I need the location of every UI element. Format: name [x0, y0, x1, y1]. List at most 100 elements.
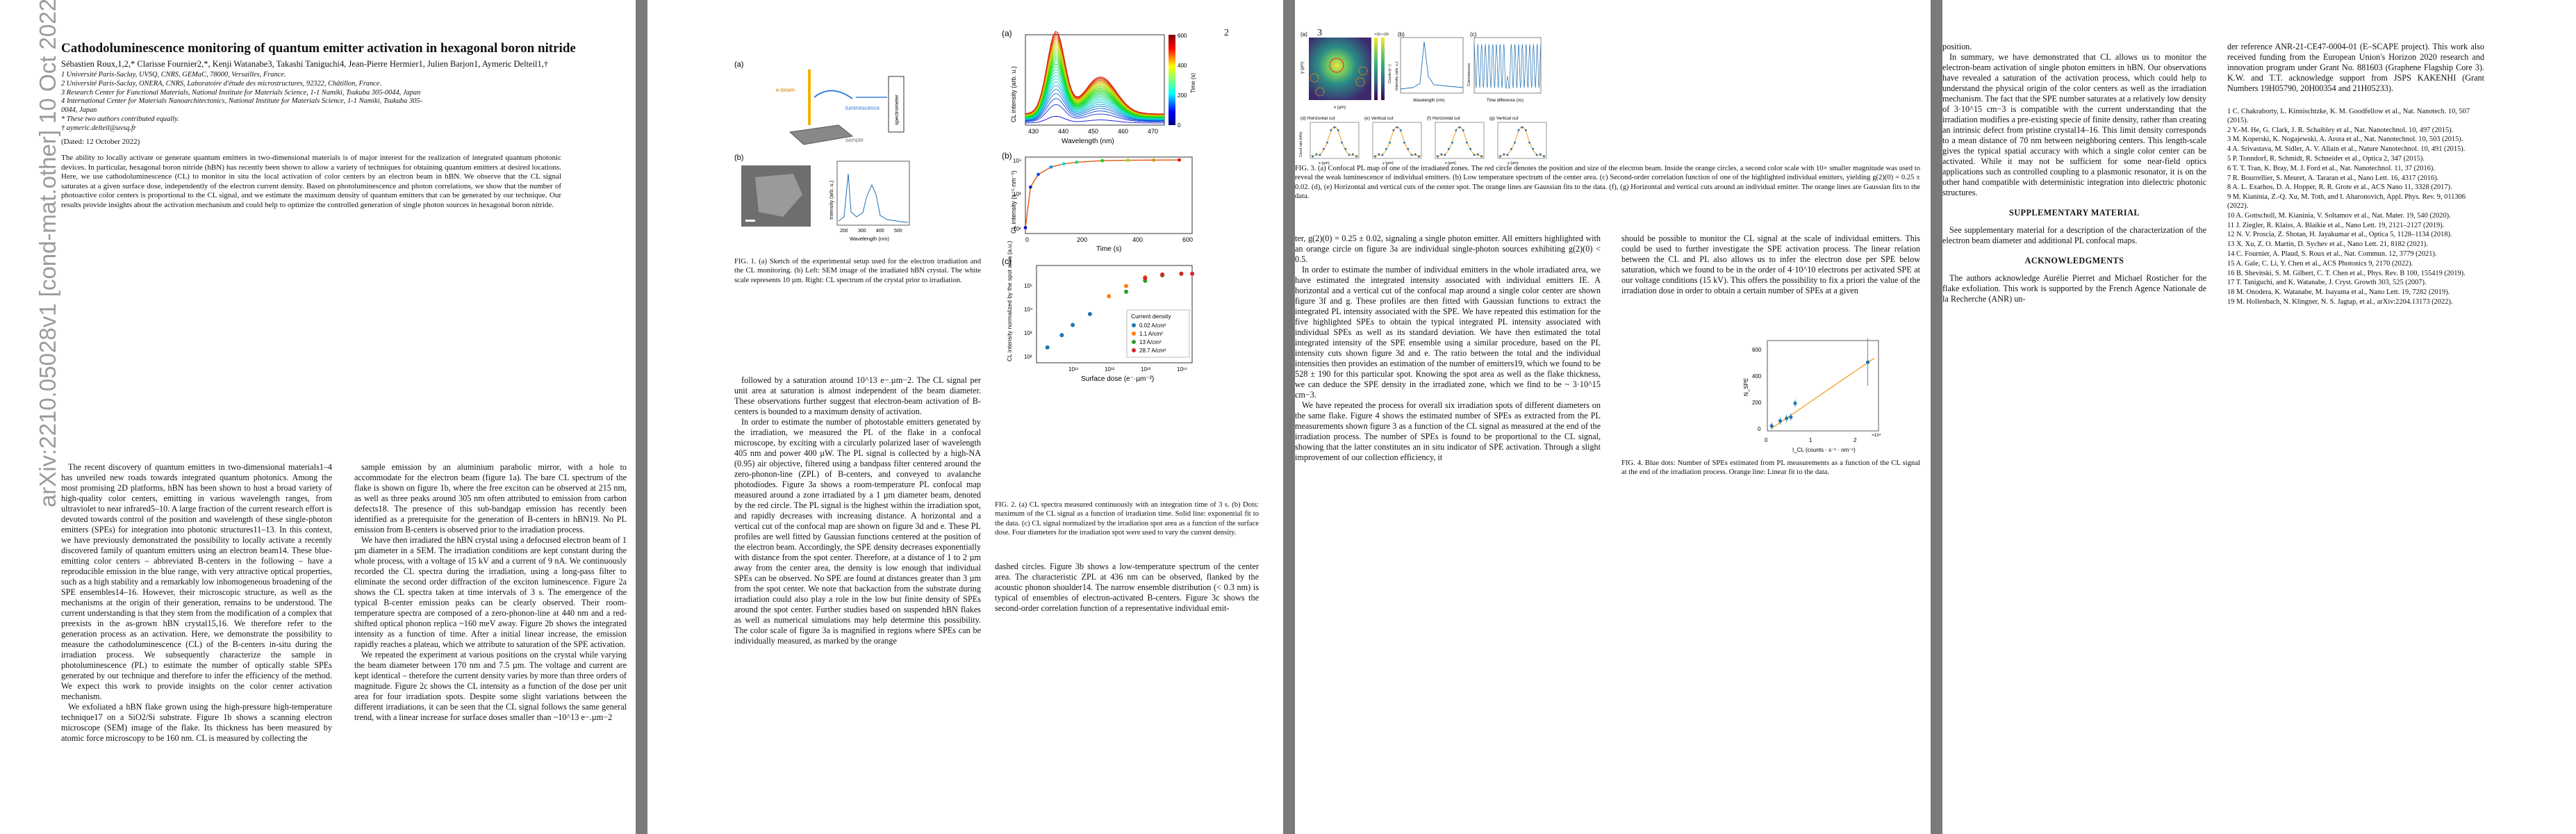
spectrum-curve	[1025, 63, 1165, 118]
data-point	[1510, 147, 1512, 150]
fig2c-ylabel: CL intensity normalized by the spot area…	[1006, 240, 1013, 361]
arxiv-stamp-text: arXiv:2210.05028v1 [cond-mat.other] 10 O…	[35, 0, 60, 507]
data-point	[1414, 153, 1417, 156]
fig3-panel-d-label: (d) Horizontal cut	[1301, 116, 1335, 121]
fig3-panel-g-label: (g) Vertical cut	[1489, 116, 1519, 121]
legend-marker	[1132, 348, 1136, 352]
abstract: The ability to locally activate or gener…	[61, 154, 561, 209]
spectrum-ylabel: Intensity (arb. u.)	[828, 180, 834, 220]
page-4: position. In summary, we have demonstrat…	[1942, 0, 2576, 834]
tick-label: 2	[1853, 437, 1857, 443]
reference-item: 15 A. Gale, C. Li, Y. Chen et al., ACS P…	[2227, 259, 2413, 268]
data-point	[1049, 165, 1053, 169]
sample-stage	[789, 124, 854, 145]
data-point	[1539, 153, 1542, 156]
data-point	[1469, 147, 1472, 150]
spectrum-curve	[1025, 69, 1164, 119]
figure-1-caption: FIG. 1. (a) Sketch of the experimental s…	[734, 258, 981, 284]
fig2a-xlabel: Wavelength (nm)	[1062, 138, 1114, 145]
tick-label: 10¹¹	[1068, 366, 1079, 373]
fig4-axes	[1767, 340, 1879, 432]
confocal-map	[1309, 38, 1371, 100]
page-3: 3 (a) x (µm) y (µm) ×10⁴ ×10³	[1295, 0, 1931, 834]
fig2-panel-a-label: (a)	[1002, 28, 1012, 38]
fit-line	[1025, 159, 1180, 228]
reference-item: 16 B. Shevitski, S. M. Gilbert, C. T. Ch…	[2227, 269, 2466, 277]
affiliation-2: 2 Université Paris-Saclay, ONERA, CNRS, …	[61, 79, 382, 88]
data-point	[1355, 155, 1357, 158]
spectrum-line	[838, 173, 909, 223]
data-point	[1514, 141, 1516, 144]
tick-label: 0	[1178, 122, 1181, 129]
arxiv-stamp: arXiv:2210.05028v1 [cond-mat.other] 10 O…	[10, 0, 60, 507]
reference-item: 10 A. Gottscholl, M. Kianinia, V. Soltam…	[2227, 211, 2451, 220]
legend-box	[1126, 309, 1190, 358]
spectrum-curve	[1025, 85, 1164, 120]
fig2a-axes	[1025, 34, 1165, 126]
spectrum-curve	[1025, 93, 1164, 121]
tick-label: 600	[1182, 236, 1193, 243]
spectrum-curve	[1025, 115, 1164, 124]
data-point	[1503, 153, 1505, 156]
emitter-circle	[1310, 73, 1319, 83]
data-point	[1444, 154, 1446, 156]
data-point	[1769, 424, 1774, 428]
gaussian-fit	[1435, 126, 1484, 156]
affiliation-3: 3 Research Center for Functional Materia…	[61, 88, 421, 97]
reference-item: 14 C. Fournier, A. Plaud, S. Roux et al.…	[2227, 250, 2437, 258]
fig2c-axes	[1036, 265, 1193, 363]
cut-xlabel: x (µm)	[1319, 161, 1330, 165]
data-point	[1045, 345, 1050, 350]
tick-label: 300	[858, 229, 866, 234]
fig3-panel-a-label: (a)	[1301, 31, 1307, 38]
tick-label: 200	[1752, 400, 1762, 406]
fig3-panel-e-label: (e) Vertical cut	[1364, 116, 1394, 121]
cut-xlabel: y (µm)	[1508, 161, 1519, 165]
data-point	[1337, 129, 1339, 131]
emitter-circle	[1315, 87, 1325, 97]
tick-label: 10¹²	[1105, 366, 1115, 373]
cut-axes	[1435, 122, 1485, 159]
references-list: 1 C. Chakraborty, L. Kinnischtzke, K. M.…	[2227, 108, 2484, 307]
tick-label: 10³	[1013, 191, 1021, 197]
fig3c-xlabel: Time difference (ns)	[1487, 99, 1524, 103]
fig3b-xlabel: Wavelength (nm)	[1413, 99, 1444, 103]
paragraph: followed by a saturation around 10^13 e−…	[734, 375, 981, 416]
reference-item: 6 T. T. Tran, K. Bray, M. J. Ford et al.…	[2227, 164, 2435, 172]
data-point	[1344, 147, 1347, 150]
tick-label: 450	[1088, 128, 1098, 135]
tick-label: 460	[1118, 128, 1128, 135]
cut-xlabel: y (µm)	[1382, 161, 1394, 165]
tick-label: 470	[1148, 128, 1158, 135]
affiliation-6: † aymeric.delteil@uvsq.fr	[61, 124, 136, 132]
legend-marker	[1132, 340, 1136, 344]
fig2b-ylabel: CL intensity (s⁻¹·nm⁻¹)	[1010, 170, 1017, 234]
fig4-xlabel: I_CL (counts · s⁻¹ · nm⁻¹)	[1792, 447, 1856, 453]
tick-label: 500	[894, 229, 902, 234]
tick-label: 430	[1028, 128, 1039, 135]
tick-label: 200	[840, 229, 848, 234]
data-point	[1107, 294, 1112, 299]
fig2a-ylabel: CL intensity (arb. u.)	[1010, 66, 1017, 122]
paragraph: In order to estimate the number of photo…	[734, 417, 981, 646]
tick-label: 400	[1132, 236, 1143, 243]
data-point	[1440, 153, 1443, 156]
figure-3-svg: (a) x (µm) y (µm) ×10⁴ ×10³ Counts (s⁻¹)	[1299, 31, 1547, 165]
figure-3: (a) x (µm) y (µm) ×10⁴ ×10³ Counts (s⁻¹)	[1295, 28, 1559, 188]
fig2c-legend: Current density 0.02 A/cm² 1.1 A/cm² 13 …	[1126, 309, 1190, 358]
affiliation-1: 1 Université Paris-Saclay, UVSQ, CNRS, G…	[61, 71, 286, 79]
data-point	[1389, 141, 1391, 144]
data-point	[1341, 141, 1343, 144]
figure-2-svg: (a) CL intensity (arb. u.) Wavelength (n…	[1002, 28, 1196, 383]
spectrum-xlabel: Wavelength (nm)	[850, 236, 889, 242]
supplementary-heading: SUPPLEMENTARY MATERIAL	[2008, 208, 2140, 218]
data-point	[1100, 158, 1105, 163]
data-point	[1473, 154, 1476, 156]
data-point	[1330, 129, 1332, 131]
g2-trace	[1473, 44, 1542, 89]
tick-label: 10⁵	[1024, 283, 1032, 289]
fig3a-ylabel: y (µm)	[1301, 62, 1305, 74]
colorbar-title: ×10⁴	[1374, 33, 1382, 37]
fig2c-data	[1045, 271, 1195, 350]
page3-column-right: should be possible to monitor the CL sig…	[1621, 234, 1920, 296]
